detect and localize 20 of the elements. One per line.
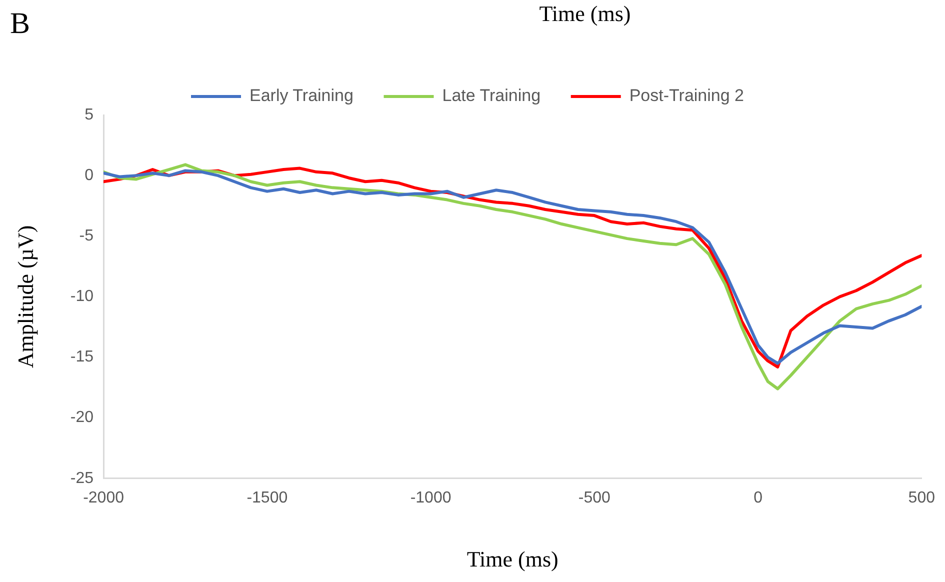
y-tick-label: -15 [70, 348, 94, 366]
y-tick-label: 5 [84, 106, 94, 124]
y-tick-label: -10 [70, 288, 94, 306]
legend-label: Early Training [250, 86, 354, 106]
x-tick-label: -2000 [83, 489, 124, 506]
x-tick-label: -1500 [246, 489, 288, 506]
legend-label: Post-Training 2 [629, 86, 744, 106]
y-tick-label: -5 [79, 228, 94, 245]
x-tick-label: 500 [908, 489, 936, 506]
legend-label: Late Training [442, 86, 541, 106]
text: Time (ms) [539, 0, 631, 26]
x-axis-title: Time (ms) [466, 546, 558, 572]
y-tick-label: -20 [70, 409, 94, 426]
x-tick-label: -500 [578, 489, 611, 506]
text: B [10, 6, 30, 40]
x-tick-label: -1000 [410, 489, 452, 506]
y-tick-label: -25 [70, 470, 94, 487]
x-tick-label: 0 [754, 489, 763, 506]
y-tick-label: 0 [84, 166, 94, 184]
y-axis-title: Amplitude (µV) [12, 225, 38, 368]
